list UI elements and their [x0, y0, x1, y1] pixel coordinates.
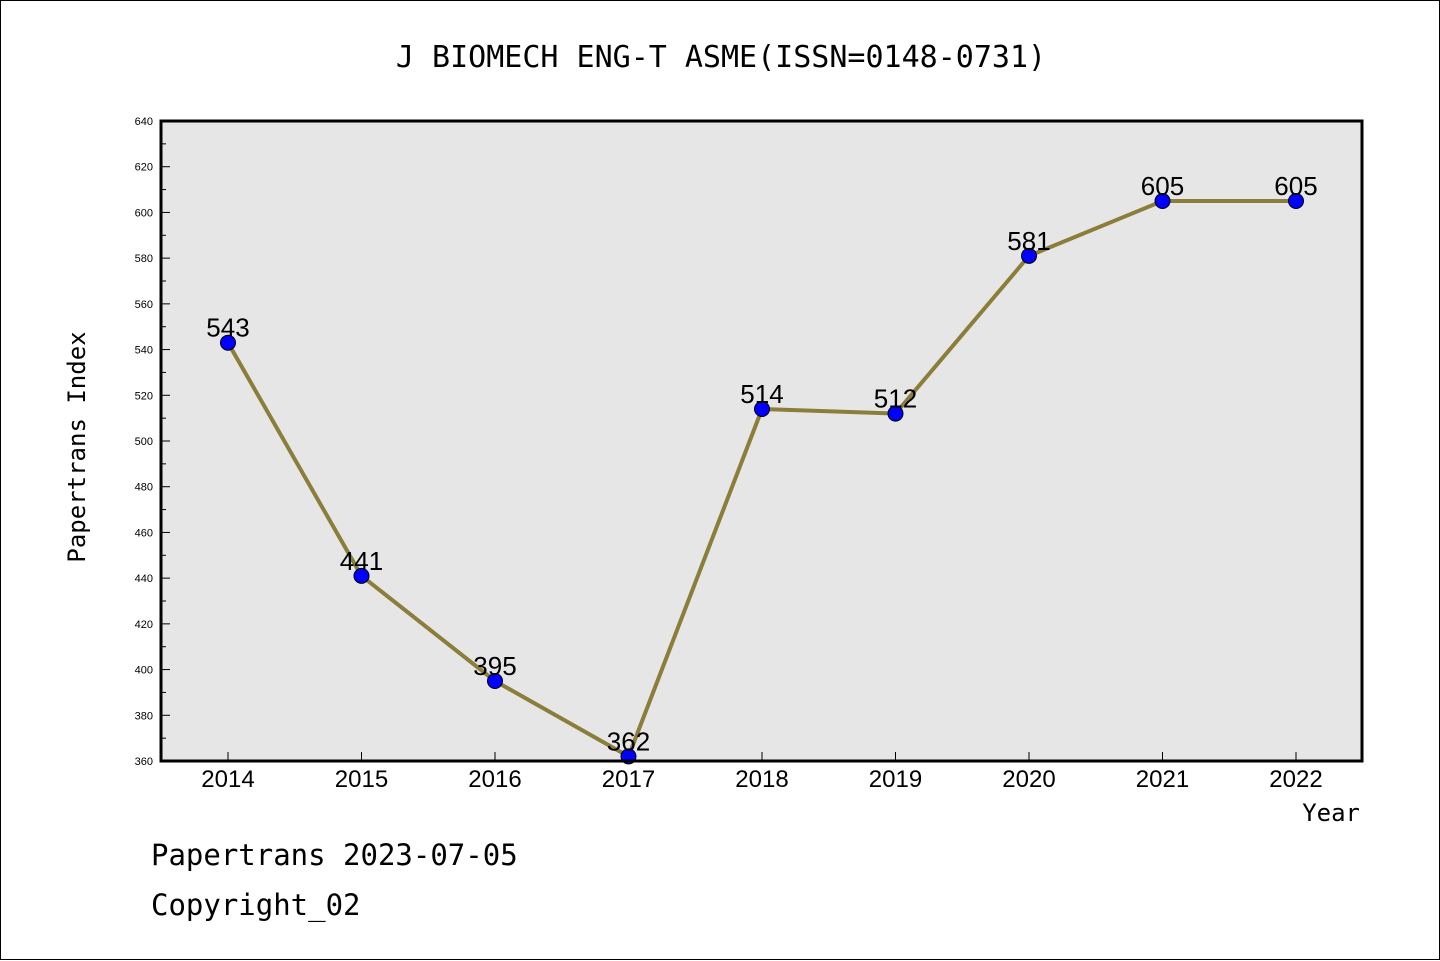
- x-axis: 2014 2015 2016 2017 2018 2019 2020 2021 2022: [201, 752, 1323, 793]
- x-tick-label: 2021: [1136, 766, 1189, 793]
- data-point: [1288, 193, 1304, 209]
- x-tick-label: 2020: [1002, 766, 1055, 793]
- y-tick-label: 580: [135, 253, 153, 265]
- footer-date: Papertrans 2023-07-05: [151, 838, 518, 872]
- data-label: 395: [473, 651, 516, 681]
- y-tick-label: 420: [135, 619, 153, 631]
- x-tick-label: 2017: [602, 766, 655, 793]
- data-label-group: 543 441 395 362 514 512 581 605 605: [206, 171, 1317, 756]
- y-axis-title: Papertrans Index: [63, 331, 91, 562]
- x-tick-label: 2015: [335, 766, 388, 793]
- chart-title: J BIOMECH ENG-T ASME(ISSN=0148-0731): [396, 40, 1046, 75]
- y-tick-label: 480: [135, 482, 153, 494]
- footer-copyright: Copyright_02: [151, 888, 361, 923]
- data-point: [220, 334, 236, 351]
- y-tick-label: 620: [135, 162, 153, 174]
- y-tick-label: 360: [135, 756, 153, 768]
- y-tick-label: 380: [135, 710, 153, 722]
- x-tick-label: 2018: [735, 766, 788, 793]
- y-tick-label: 520: [135, 390, 153, 402]
- y-tick-label: 600: [135, 207, 153, 219]
- data-point: [1154, 193, 1171, 209]
- x-tick-label: 2022: [1269, 766, 1322, 793]
- data-point: [887, 405, 904, 422]
- x-tick-label: 2019: [869, 766, 922, 793]
- data-label: 605: [1274, 171, 1317, 201]
- x-axis-title: Year: [1302, 799, 1360, 827]
- data-label: 512: [874, 384, 917, 414]
- y-tick-label: 540: [135, 345, 153, 357]
- y-axis: 360 380 400 420 440 460 480 500 520 540 560 580 600 6…: [135, 116, 170, 768]
- series-line-group: [220, 193, 1304, 765]
- x-tick-label: 2016: [468, 766, 521, 793]
- y-tick-label: 500: [135, 436, 153, 448]
- data-point: [353, 567, 370, 584]
- data-label: 605: [1141, 171, 1184, 201]
- y-tick-label: 440: [135, 573, 153, 585]
- data-label: 543: [206, 313, 249, 343]
- y-tick-label: 560: [135, 299, 153, 311]
- plot-border: [159, 119, 1364, 763]
- y-tick-label: 460: [135, 527, 153, 539]
- x-tick-label: 2014: [201, 766, 254, 793]
- data-label: 514: [740, 379, 783, 409]
- data-point: [487, 673, 503, 689]
- data-point: [1021, 247, 1037, 264]
- data-label: 581: [1007, 226, 1050, 256]
- y-tick-label: 400: [135, 665, 153, 677]
- data-label: 441: [340, 546, 383, 576]
- plot-area: [161, 121, 1362, 761]
- data-point: [754, 401, 770, 417]
- y-tick-label: 640: [135, 116, 153, 128]
- data-label: 362: [607, 726, 650, 756]
